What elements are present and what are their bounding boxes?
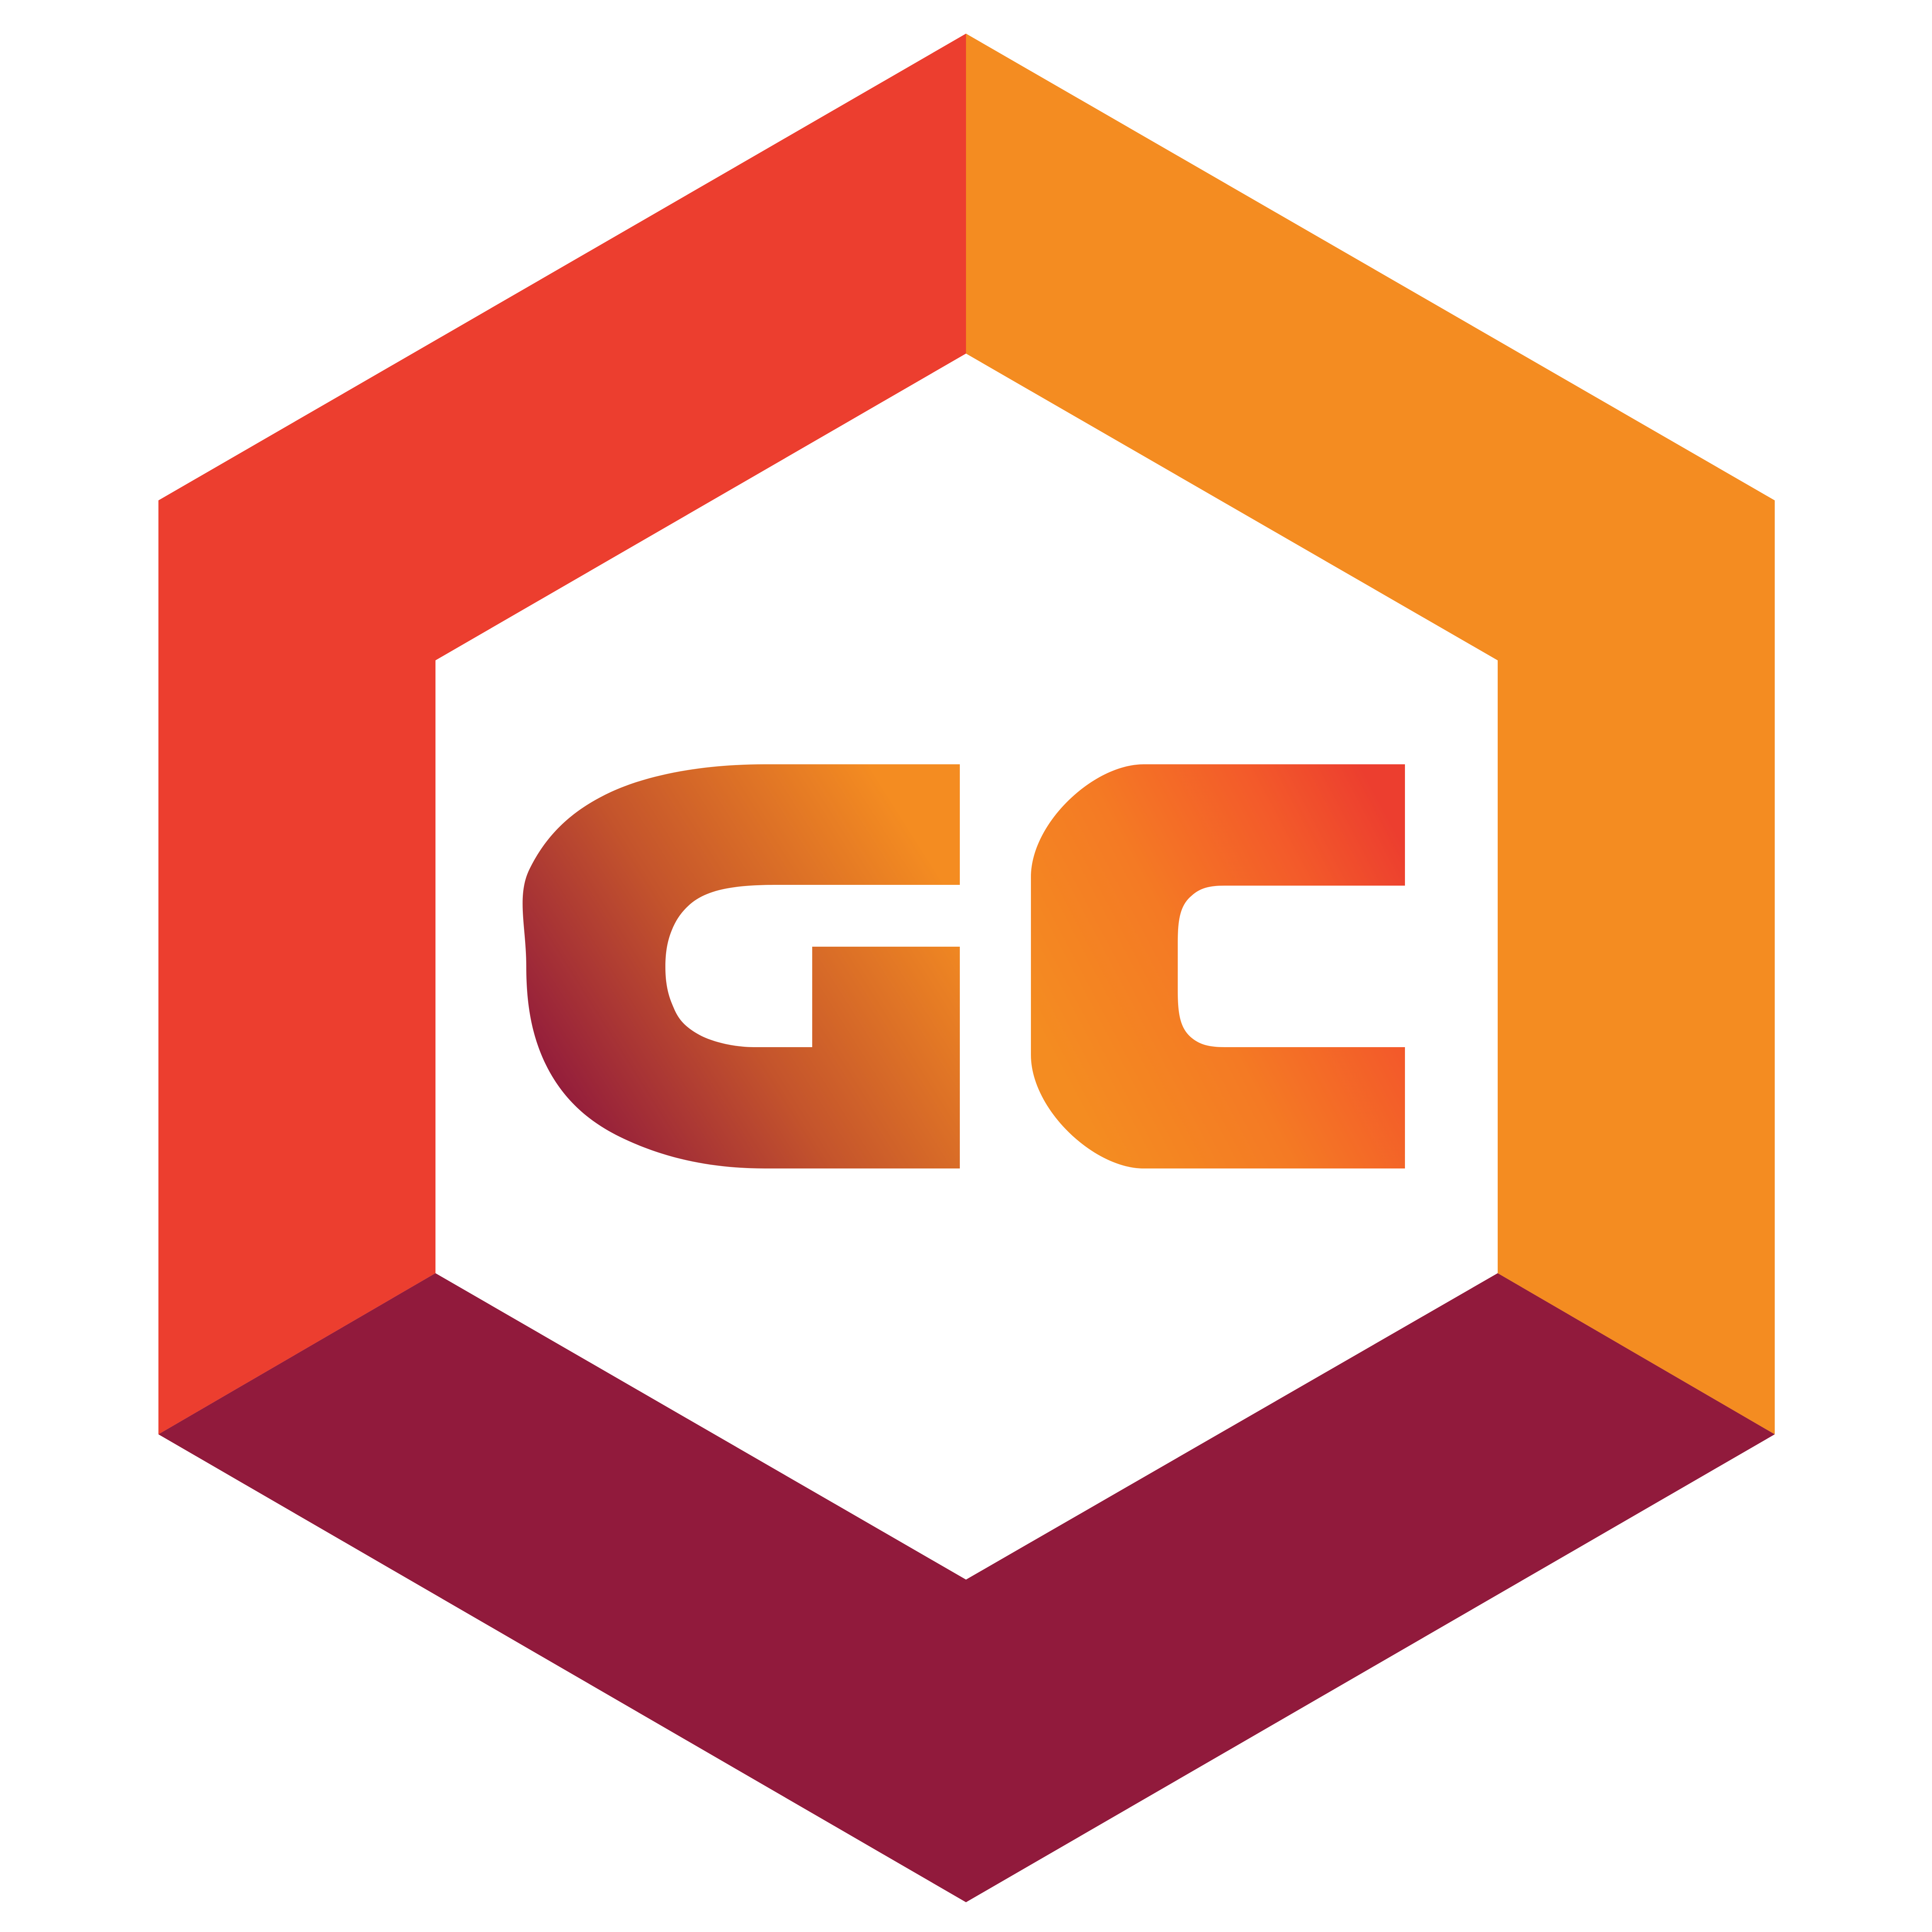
hexagon-bottom-panel <box>158 1273 1775 1902</box>
letter-c-glyph <box>1031 764 1405 1168</box>
letter-g-glyph <box>522 764 960 1168</box>
hexagon-right-panel <box>966 34 1775 1434</box>
hexagon-left-panel <box>158 34 966 1434</box>
